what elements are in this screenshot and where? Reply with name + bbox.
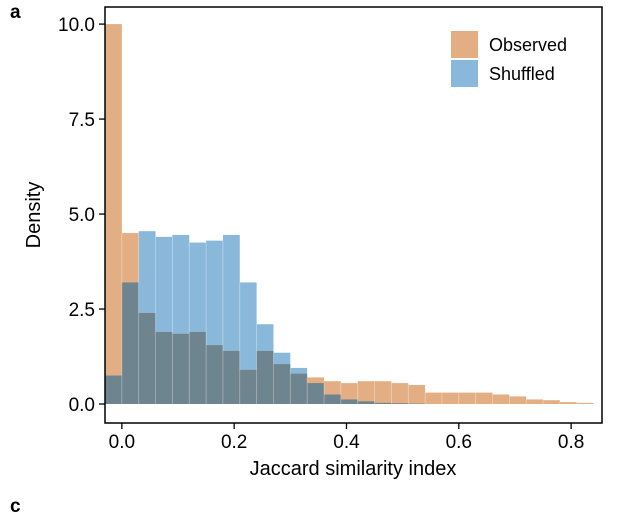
observed-bar bbox=[408, 385, 425, 404]
observed-bar bbox=[375, 381, 392, 404]
shuffled-bar bbox=[189, 243, 206, 332]
y-tick-label: 0.0 bbox=[69, 395, 95, 416]
observed-bar bbox=[476, 393, 493, 404]
observed-bar bbox=[543, 400, 560, 404]
overlap-bar bbox=[206, 345, 223, 404]
shuffled-bar bbox=[156, 237, 173, 332]
legend: Observed Shuffled bbox=[451, 31, 567, 87]
observed-bar bbox=[560, 402, 577, 404]
overlap-bar bbox=[307, 383, 324, 404]
overlap-bar bbox=[341, 399, 358, 404]
y-tick-label: 7.5 bbox=[69, 110, 95, 131]
overlap-bar bbox=[223, 351, 240, 404]
overlap-bar bbox=[257, 351, 274, 404]
observed-bar bbox=[425, 393, 442, 404]
x-tick-label: 0.2 bbox=[221, 432, 247, 453]
overlap-bar bbox=[273, 364, 290, 404]
overlap-bar bbox=[156, 332, 173, 404]
overlap-bar bbox=[324, 395, 341, 404]
overlap-bar bbox=[122, 282, 139, 404]
overlap-bar bbox=[105, 376, 122, 404]
shuffled-bar bbox=[240, 282, 257, 369]
shuffled-bar bbox=[172, 235, 189, 334]
observed-bar bbox=[442, 393, 459, 404]
y-axis-label: Density bbox=[23, 182, 45, 249]
observed-bar bbox=[492, 395, 509, 404]
x-axis: 0.0 0.2 0.4 0.6 0.8 bbox=[109, 423, 585, 453]
x-tick-label: 0.4 bbox=[333, 432, 360, 453]
shuffled-bar bbox=[273, 353, 290, 364]
overlap-bar bbox=[189, 332, 206, 404]
observed-bar bbox=[459, 393, 476, 404]
shuffled-bar bbox=[223, 235, 240, 351]
overlap-bar bbox=[375, 403, 392, 404]
observed-bar bbox=[509, 396, 526, 404]
observed-bar bbox=[358, 381, 375, 404]
overlap-bar bbox=[290, 374, 307, 404]
legend-label-observed: Observed bbox=[489, 35, 567, 55]
overlap-bar bbox=[240, 370, 257, 404]
shuffled-bar bbox=[257, 324, 274, 351]
x-tick-label: 0.6 bbox=[446, 432, 472, 453]
observed-bar bbox=[577, 403, 594, 404]
observed-bar bbox=[105, 24, 122, 404]
histogram-chart: 0.0 0.2 0.4 0.6 0.8 0.0 2.5 5.0 7.5 10.0 Jaccard… bbox=[0, 0, 624, 506]
overlap-bar bbox=[172, 334, 189, 404]
overlap-bar bbox=[139, 313, 156, 404]
x-axis-label: Jaccard similarity index bbox=[250, 458, 457, 480]
overlap-bar bbox=[358, 401, 375, 404]
shuffled-bar bbox=[139, 231, 156, 313]
y-tick-label: 5.0 bbox=[69, 205, 95, 226]
x-tick-label: 0.0 bbox=[109, 432, 135, 453]
overlap-bars bbox=[105, 231, 577, 404]
x-tick-label: 0.8 bbox=[558, 432, 584, 453]
observed-bar bbox=[526, 399, 543, 404]
overlap-bar bbox=[391, 403, 408, 404]
y-tick-label: 10.0 bbox=[58, 15, 95, 36]
legend-label-shuffled: Shuffled bbox=[489, 64, 555, 84]
legend-swatch-shuffled bbox=[451, 60, 478, 87]
shuffled-bar bbox=[206, 241, 223, 345]
y-tick-label: 2.5 bbox=[69, 300, 95, 321]
y-axis: 0.0 2.5 5.0 7.5 10.0 bbox=[58, 15, 105, 416]
shuffled-bar bbox=[290, 368, 307, 374]
observed-bar bbox=[391, 383, 408, 404]
legend-swatch-observed bbox=[451, 31, 478, 58]
